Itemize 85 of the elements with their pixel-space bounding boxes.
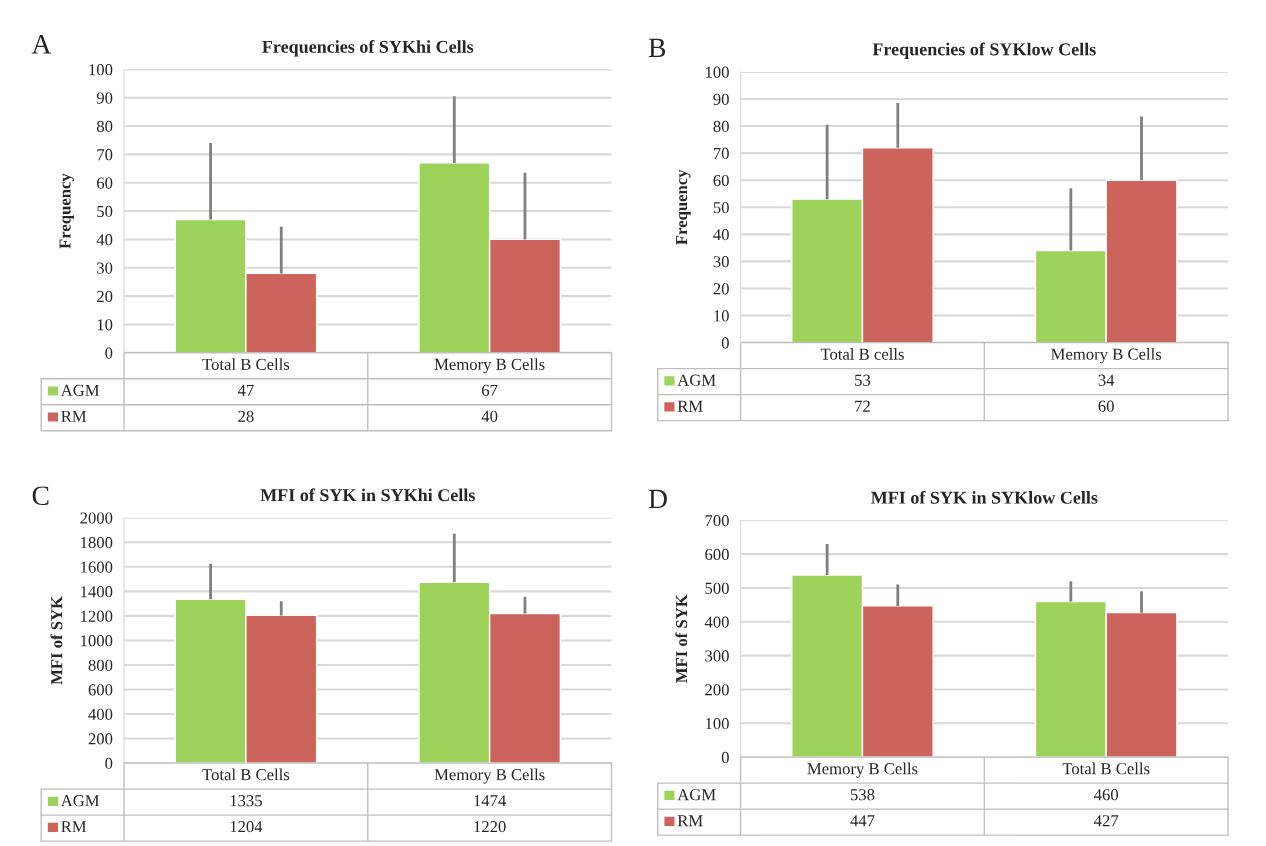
y-tick-label: 1600 bbox=[81, 561, 113, 573]
data-label: 67 bbox=[482, 384, 498, 396]
y-tick-label: 0 bbox=[105, 757, 113, 770]
y-tick-label: 40 bbox=[96, 234, 113, 246]
y-tick-label: 1200 bbox=[81, 610, 113, 622]
y-tick-label: 80 bbox=[713, 120, 729, 132]
y-tick-label: 0 bbox=[721, 751, 729, 764]
chart-title: Frequencies of SYKhi Cells bbox=[262, 39, 474, 57]
chart-title: Frequencies of SYKlow Cells bbox=[872, 42, 1096, 60]
y-tick-label: 1800 bbox=[81, 536, 113, 549]
x-tick-label: Total B Cells bbox=[1062, 762, 1150, 775]
y-tick-label: 400 bbox=[88, 708, 113, 720]
data-label: 447 bbox=[850, 815, 875, 827]
y-tick-label: 100 bbox=[705, 718, 729, 730]
y-tick-label: 30 bbox=[97, 262, 113, 274]
y-tick-label: 2000 bbox=[80, 512, 113, 524]
y-tick-label: 90 bbox=[96, 92, 113, 104]
y-tick-label: 10 bbox=[714, 310, 729, 322]
x-tick-label: Memory B Cells bbox=[434, 768, 545, 784]
data-label: 1335 bbox=[230, 795, 262, 807]
y-tick-label: 200 bbox=[705, 684, 729, 696]
y-axis-title: MFI of SYK bbox=[675, 594, 688, 683]
y-tick-label: 50 bbox=[97, 205, 113, 218]
y-tick-label: 10 bbox=[97, 319, 113, 331]
y-tick-label: 200 bbox=[88, 733, 113, 745]
legend-label: RM bbox=[61, 410, 87, 422]
y-tick-label: 40 bbox=[713, 229, 729, 241]
chart-title: MFI of SYK in SYKlow Cells bbox=[871, 490, 1098, 504]
data-label: 28 bbox=[238, 410, 254, 422]
y-tick-label: 1400 bbox=[81, 586, 113, 598]
y-tick-label: 20 bbox=[713, 283, 729, 295]
y-tick-label: 600 bbox=[88, 684, 113, 696]
y-tick-label: 600 bbox=[705, 548, 729, 561]
data-label: 427 bbox=[1093, 815, 1119, 827]
legend-label: AGM bbox=[677, 374, 716, 386]
y-tick-label: 50 bbox=[713, 201, 729, 214]
data-label: 1220 bbox=[474, 821, 506, 833]
x-tick-label: Total B Cells bbox=[202, 358, 290, 370]
x-tick-label: Total B cells bbox=[820, 348, 904, 360]
y-tick-label: 300 bbox=[705, 650, 729, 662]
text: D bbox=[648, 489, 667, 509]
y-tick-label: 0 bbox=[105, 347, 113, 359]
text: B bbox=[648, 38, 666, 58]
x-tick-label: Memory B Cells bbox=[807, 762, 918, 778]
y-axis-title: Frequency bbox=[59, 173, 75, 249]
y-axis-title: Frequency bbox=[676, 169, 691, 245]
y-tick-label: 90 bbox=[713, 93, 729, 105]
chart-title: MFI of SYK in SYKhi Cells bbox=[260, 488, 475, 502]
data-label: 1474 bbox=[474, 795, 507, 807]
x-tick-label: Memory B Cells bbox=[434, 358, 545, 374]
data-label: 34 bbox=[1098, 374, 1115, 386]
x-tick-label: Total B Cells bbox=[202, 768, 290, 781]
data-label: 47 bbox=[237, 384, 254, 396]
y-tick-label: 30 bbox=[713, 256, 729, 268]
y-tick-label: 1000 bbox=[81, 635, 113, 647]
y-axis-title: MFI of SYK bbox=[50, 596, 63, 685]
y-tick-label: 70 bbox=[97, 149, 113, 161]
y-tick-label: 500 bbox=[705, 582, 729, 594]
data-label: 460 bbox=[1093, 789, 1119, 801]
data-label: 40 bbox=[481, 410, 498, 422]
y-tick-label: 70 bbox=[713, 147, 729, 160]
data-label: 60 bbox=[1098, 400, 1114, 412]
legend-label: RM bbox=[61, 821, 87, 833]
y-tick-label: 400 bbox=[704, 616, 729, 628]
legend-label: RM bbox=[677, 400, 703, 412]
data-label: 53 bbox=[855, 374, 871, 386]
text: C bbox=[32, 486, 49, 506]
y-tick-label: 100 bbox=[89, 64, 113, 76]
y-tick-label: 60 bbox=[97, 177, 113, 189]
data-label: 538 bbox=[850, 789, 875, 801]
y-tick-label: 80 bbox=[96, 120, 113, 132]
y-tick-label: 100 bbox=[705, 66, 729, 78]
legend-label: AGM bbox=[677, 789, 716, 801]
y-tick-label: 700 bbox=[705, 514, 729, 527]
x-tick-label: Memory B Cells bbox=[1051, 348, 1162, 364]
text: A bbox=[31, 35, 52, 54]
y-tick-label: 800 bbox=[88, 659, 113, 671]
y-tick-label: 60 bbox=[713, 174, 729, 187]
data-label: 1204 bbox=[230, 821, 263, 833]
legend-label: RM bbox=[677, 815, 703, 827]
y-tick-label: 0 bbox=[721, 337, 729, 349]
y-tick-label: 20 bbox=[97, 290, 113, 303]
legend-label: AGM bbox=[60, 384, 100, 396]
data-label: 72 bbox=[855, 400, 870, 412]
legend-label: AGM bbox=[60, 795, 100, 807]
